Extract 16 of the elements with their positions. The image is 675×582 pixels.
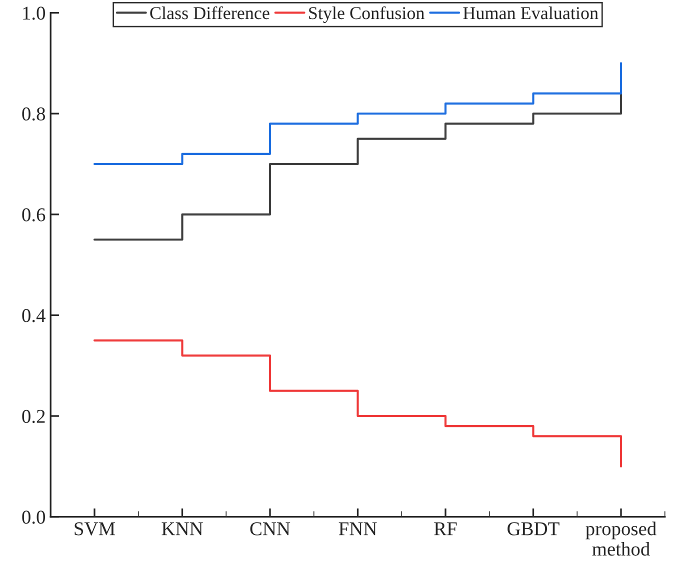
x-tick-label: GBDT — [508, 522, 560, 536]
y-tick-label: 0.8 — [22, 107, 46, 121]
y-tick-label: 0.6 — [22, 208, 46, 222]
x-tick-label: FNN — [338, 522, 377, 536]
y-tick-label: 0.0 — [22, 510, 46, 524]
x-tick-label: SVM — [74, 522, 116, 536]
legend-label: Human Evaluation — [463, 6, 598, 20]
y-tick-label: 0.2 — [22, 410, 45, 424]
x-tick-label: RF — [434, 522, 457, 536]
legend-label: Style Confusion — [309, 6, 424, 23]
legend-label: Class Difference — [150, 6, 270, 20]
y-tick-label: 1.0 — [23, 6, 46, 20]
y-tick-label: 0.4 — [22, 309, 46, 322]
x-tick-label: KNN — [162, 522, 203, 536]
x-tick-label: proposed method — [586, 522, 656, 556]
x-tick-label: CNN — [250, 522, 290, 536]
